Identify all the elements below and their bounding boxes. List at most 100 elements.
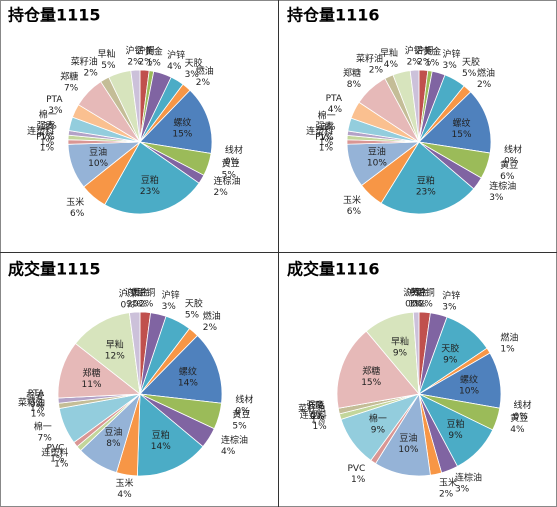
slice-value-label: 0% bbox=[504, 157, 519, 167]
slice-value-label: 2% bbox=[127, 300, 142, 310]
slice-value-label: 1% bbox=[40, 144, 55, 154]
slice-label: 螺纹 bbox=[179, 366, 197, 378]
pie-slice bbox=[409, 69, 420, 143]
slice-label: 螺纹 bbox=[453, 117, 471, 129]
slice-label: 连棕油 bbox=[489, 180, 516, 192]
slice-value-label: 15% bbox=[172, 129, 192, 139]
slice-value-label: 1% bbox=[319, 144, 334, 154]
slice-label: 早籼 bbox=[98, 48, 116, 60]
slice-value-label: 10% bbox=[398, 445, 418, 455]
pie-slice bbox=[380, 141, 475, 215]
slice-value-label: 1% bbox=[30, 403, 45, 413]
slice-label: 连塑料 bbox=[300, 409, 327, 421]
slice-value-label: 0% bbox=[514, 412, 529, 422]
slice-value-label: 1% bbox=[500, 345, 515, 355]
slice-label: 线材 bbox=[514, 399, 532, 411]
slice-value-label: 0% bbox=[225, 157, 240, 167]
slice-value-label: 1% bbox=[351, 475, 366, 485]
slice-value-label: 0% bbox=[120, 300, 135, 310]
slice-label: PTA bbox=[28, 389, 45, 399]
slice-value-label: 3% bbox=[489, 193, 504, 203]
slice-label: 燃油 bbox=[477, 67, 495, 79]
slice-label: 棉一 bbox=[318, 110, 336, 122]
slice-value-label: 2% bbox=[84, 69, 99, 79]
slice-label: PVC bbox=[347, 464, 365, 474]
slice-label: 连塑料 bbox=[27, 125, 54, 137]
slice-label: 天胶 bbox=[441, 342, 459, 354]
slice-value-label: 3% bbox=[48, 106, 63, 116]
slice-label: 早籼 bbox=[391, 335, 409, 347]
slice-label: 螺纹 bbox=[173, 116, 191, 128]
slice-value-label: 3% bbox=[162, 302, 177, 312]
slice-label: 早籼 bbox=[106, 338, 124, 350]
slice-value-label: 4% bbox=[510, 425, 525, 435]
slice-label: 豆粕 bbox=[141, 174, 159, 186]
slice-label: 沪铜 bbox=[417, 287, 435, 299]
slice-value-label: 0% bbox=[310, 412, 325, 422]
slice-value-label: 1% bbox=[31, 409, 46, 419]
slice-value-label: 11% bbox=[82, 380, 102, 390]
slice-value-label: 1% bbox=[311, 415, 326, 425]
slice-value-label: 3% bbox=[443, 61, 458, 71]
slice-label: PVC bbox=[315, 133, 333, 143]
slice-value-label: 4% bbox=[117, 490, 132, 500]
slice-value-label: 10% bbox=[459, 387, 479, 397]
slice-value-label: 7% bbox=[64, 84, 79, 94]
slice-value-label: 12% bbox=[105, 351, 125, 361]
slice-label: 黄豆 bbox=[232, 409, 250, 421]
slice-value-label: 2% bbox=[139, 300, 154, 310]
slice-label: 菜籽油 bbox=[71, 56, 98, 68]
slice-value-label: 5% bbox=[101, 61, 116, 71]
slice-value-label: 23% bbox=[416, 188, 436, 198]
slice-label: PTA bbox=[46, 95, 63, 105]
slice-label: 连塑料 bbox=[41, 446, 68, 458]
slice-value-label: 2% bbox=[477, 80, 492, 90]
slice-label: 沪铜 bbox=[415, 45, 433, 57]
slice-value-label: 8% bbox=[106, 439, 121, 449]
slice-value-label: 9% bbox=[393, 348, 408, 358]
slice-value-label: 1% bbox=[147, 59, 162, 69]
slice-value-label: 0% bbox=[412, 300, 427, 310]
slice-value-label: 1% bbox=[50, 455, 65, 465]
slice-value-label: 1% bbox=[312, 422, 327, 432]
slice-value-label: 4% bbox=[384, 60, 399, 70]
slice-value-label: 0% bbox=[30, 400, 45, 410]
slice-value-label: 5% bbox=[222, 171, 237, 181]
slice-value-label: 0% bbox=[405, 300, 420, 310]
slice-label: 黄豆 bbox=[222, 158, 240, 170]
chart-title: 成交量1115 bbox=[8, 260, 101, 279]
slice-label: 沪锌 bbox=[162, 289, 180, 301]
slice-value-label: 2% bbox=[196, 78, 211, 88]
slice-label: 黄金 bbox=[145, 46, 163, 58]
slice-value-label: 1% bbox=[425, 59, 440, 69]
slice-label: 沪锌 bbox=[442, 289, 460, 301]
slice-value-label: 1% bbox=[319, 138, 334, 148]
slice-label: 线材 bbox=[235, 393, 253, 405]
slice-value-label: 1% bbox=[40, 133, 55, 143]
slice-value-label: 2% bbox=[127, 58, 142, 68]
pie-slice bbox=[136, 393, 204, 477]
slice-label: 菜籽油 bbox=[298, 402, 325, 414]
slice-label: 连棕油 bbox=[214, 175, 241, 187]
slice-label: 郑糖 bbox=[343, 67, 361, 79]
slice-value-label: 4% bbox=[167, 62, 182, 72]
slice-value-label: 5% bbox=[185, 311, 200, 321]
slice-label: 豆粕 bbox=[447, 418, 465, 430]
slice-label: 郑糖 bbox=[83, 367, 101, 379]
chart-title: 成交量1116 bbox=[287, 260, 380, 279]
slice-label: 豆粕 bbox=[417, 175, 435, 187]
slice-label: 沪深 bbox=[119, 287, 137, 299]
slice-label: 强麦 bbox=[37, 120, 55, 132]
pie-slice bbox=[139, 334, 223, 404]
slice-value-label: 3% bbox=[321, 123, 336, 133]
slice-label: 沪铜 bbox=[137, 45, 155, 57]
slice-label: 线材 bbox=[504, 144, 522, 156]
slice-value-label: 2% bbox=[203, 323, 218, 333]
slice-label: 沪铝 bbox=[407, 287, 425, 299]
slice-label: 螺纹 bbox=[460, 374, 478, 386]
slice-label: 菜籽油 bbox=[18, 396, 45, 408]
slice-label: 棉一 bbox=[39, 109, 57, 121]
slice-value-label: 2% bbox=[369, 65, 384, 75]
slice-label: 玉米 bbox=[343, 194, 361, 206]
slice-label: 棉一 bbox=[369, 412, 387, 424]
